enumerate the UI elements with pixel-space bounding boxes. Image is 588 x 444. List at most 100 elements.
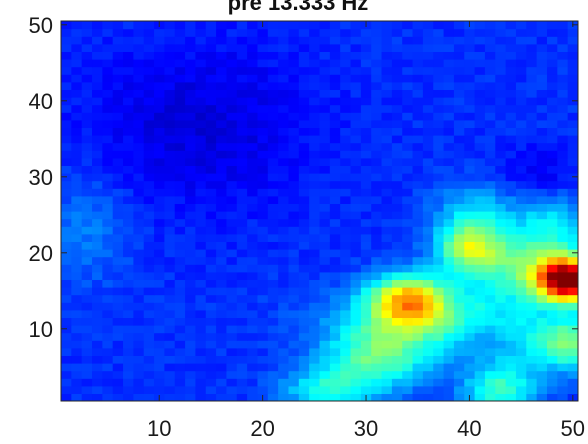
heatmap-cell: [319, 378, 331, 387]
heatmap-cell: [474, 142, 486, 151]
heatmap-cell: [257, 28, 269, 37]
heatmap-cell: [257, 51, 269, 60]
heatmap-cell: [433, 81, 445, 90]
heatmap-cell: [391, 36, 403, 45]
heatmap-cell: [61, 287, 72, 296]
heatmap-cell: [350, 112, 362, 121]
heatmap-cell: [422, 287, 434, 296]
heatmap-cell: [236, 28, 248, 37]
heatmap-cell: [474, 340, 486, 349]
heatmap-cell: [505, 173, 517, 182]
heatmap-cell: [185, 226, 197, 235]
heatmap-cell: [526, 142, 538, 151]
heatmap-cell: [381, 43, 393, 52]
heatmap-cell: [278, 241, 290, 250]
heatmap-cell: [464, 211, 476, 220]
heatmap-cell: [402, 211, 414, 220]
heatmap-cell: [453, 309, 465, 318]
heatmap-cell: [515, 81, 527, 90]
heatmap-cell: [216, 378, 228, 387]
heatmap-cell: [412, 363, 424, 372]
heatmap-cell: [164, 150, 176, 159]
heatmap-cell: [319, 97, 331, 106]
heatmap-cell: [422, 74, 434, 83]
heatmap-cell: [205, 195, 217, 204]
heatmap-cell: [216, 211, 228, 220]
heatmap-cell: [278, 43, 290, 52]
heatmap-cell: [278, 59, 290, 68]
heatmap-cell: [536, 309, 548, 318]
heatmap-cell: [402, 28, 414, 37]
heatmap-cell: [143, 325, 155, 334]
heatmap-cell: [123, 249, 134, 258]
heatmap-cell: [123, 393, 134, 401]
heatmap-cell: [433, 332, 445, 341]
heatmap-cell: [536, 51, 548, 60]
heatmap-cell: [381, 173, 393, 182]
heatmap-cell: [350, 340, 362, 349]
heatmap-cell: [226, 393, 238, 401]
heatmap-cell: [216, 150, 228, 159]
heatmap-cell: [81, 28, 93, 37]
heatmap-cell: [484, 332, 496, 341]
heatmap-cell: [360, 340, 372, 349]
heatmap-cell: [226, 112, 238, 121]
heatmap-cell: [329, 378, 341, 387]
heatmap-cell: [536, 211, 548, 220]
heatmap-cell: [381, 325, 393, 334]
heatmap-cell: [350, 347, 362, 356]
heatmap-cell: [61, 378, 72, 387]
heatmap-cell: [360, 370, 372, 379]
heatmap-cell: [329, 355, 341, 364]
heatmap-cell: [495, 203, 507, 212]
heatmap-cell: [247, 256, 259, 265]
heatmap-cell: [143, 43, 155, 52]
heatmap-cell: [257, 355, 269, 364]
heatmap-cell: [319, 279, 331, 288]
heatmap-cell: [92, 294, 103, 303]
heatmap-cell: [443, 233, 455, 242]
heatmap-cell: [526, 287, 538, 296]
heatmap-cell: [278, 81, 290, 90]
heatmap-cell: [133, 36, 145, 45]
heatmap-cell: [546, 302, 558, 311]
heatmap-cell: [112, 74, 124, 83]
heatmap-cell: [546, 203, 558, 212]
heatmap-cell: [484, 211, 496, 220]
heatmap-cell: [536, 81, 548, 90]
heatmap-cell: [536, 66, 548, 75]
heatmap-cell: [371, 256, 383, 265]
heatmap-cell: [102, 173, 114, 182]
heatmap-cell: [195, 211, 207, 220]
heatmap-cell: [371, 332, 383, 341]
heatmap-cell: [546, 97, 558, 106]
heatmap-cell: [102, 302, 114, 311]
heatmap-cell: [371, 165, 383, 174]
heatmap-cell: [102, 203, 114, 212]
heatmap-cell: [505, 302, 517, 311]
heatmap-cell: [236, 264, 248, 273]
heatmap-cell: [298, 249, 310, 258]
heatmap-cell: [185, 325, 197, 334]
heatmap-cell: [391, 317, 403, 326]
heatmap-cell: [278, 127, 290, 136]
heatmap-cell: [515, 347, 527, 356]
heatmap-cell: [381, 142, 393, 151]
heatmap-cell: [505, 97, 517, 106]
heatmap-cell: [567, 302, 578, 311]
heatmap-cell: [319, 393, 331, 401]
heatmap-cell: [195, 385, 207, 394]
heatmap-cell: [536, 294, 548, 303]
heatmap-cell: [433, 104, 445, 113]
heatmap-cell: [226, 226, 238, 235]
heatmap-cell: [453, 249, 465, 258]
heatmap-cell: [536, 157, 548, 166]
heatmap-cell: [112, 271, 124, 280]
heatmap-cell: [329, 21, 341, 30]
heatmap-cell: [247, 43, 259, 52]
heatmap-cell: [371, 135, 383, 144]
heatmap-cell: [484, 378, 496, 387]
heatmap-cell: [247, 385, 259, 394]
heatmap-cell: [278, 249, 290, 258]
heatmap-cell: [340, 347, 352, 356]
